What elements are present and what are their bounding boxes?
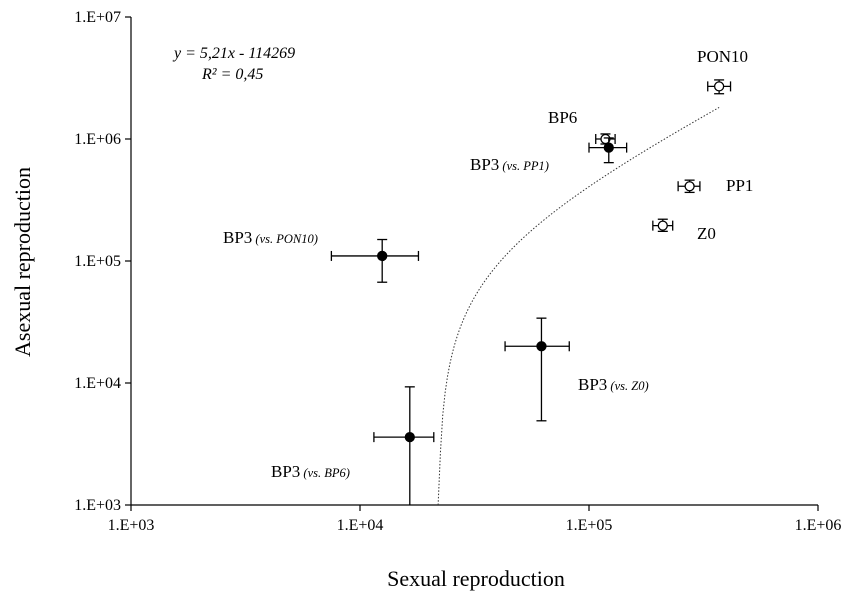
filled-circle-marker bbox=[536, 341, 547, 352]
x-tick-label: 1.E+04 bbox=[337, 517, 384, 534]
y-tick-label: 1.E+06 bbox=[74, 131, 121, 148]
data-point bbox=[330, 238, 420, 283]
data-point bbox=[588, 137, 628, 164]
point-label-name: Z0 bbox=[697, 224, 716, 243]
y-tick-label: 1.E+05 bbox=[74, 253, 121, 270]
x-axis-title: Sexual reproduction bbox=[387, 566, 565, 591]
data-point bbox=[652, 218, 674, 232]
point-label-name: BP3 bbox=[470, 155, 499, 174]
x-tick-label: 1.E+06 bbox=[795, 517, 842, 534]
point-label-note: (vs. Z0) bbox=[607, 379, 648, 393]
points-layer bbox=[330, 79, 732, 505]
point-label-note: (vs. PON10) bbox=[252, 232, 318, 246]
labels-layer: y = 5,21x - 114269 R² = 0,45 Sexual repr… bbox=[10, 45, 753, 591]
open-circle-marker bbox=[657, 220, 668, 231]
y-axis-title: Asexual reproduction bbox=[10, 167, 35, 357]
point-label-name: PP1 bbox=[726, 176, 753, 195]
data-point bbox=[504, 317, 570, 422]
point-label-name: BP6 bbox=[548, 108, 577, 127]
y-tick-label: 1.E+03 bbox=[74, 497, 121, 514]
x-tick-label: 1.E+03 bbox=[108, 517, 155, 534]
data-point bbox=[373, 386, 435, 505]
x-tick-label: 1.E+05 bbox=[566, 517, 613, 534]
point-label: PP1 bbox=[726, 176, 753, 195]
point-label-name: BP3 bbox=[578, 375, 607, 394]
open-circle-marker bbox=[600, 133, 611, 145]
data-point bbox=[707, 79, 732, 95]
point-label-name: BP3 bbox=[271, 462, 300, 481]
filled-circle-marker bbox=[603, 142, 614, 153]
trendline-layer bbox=[437, 107, 720, 506]
trendline bbox=[437, 107, 720, 506]
point-label: Z0 bbox=[697, 224, 716, 243]
point-label-note: (vs. PP1) bbox=[499, 159, 549, 173]
y-tick-label: 1.E+04 bbox=[74, 375, 121, 392]
y-tick-label: 1.E+07 bbox=[74, 9, 121, 26]
point-label-name: BP3 bbox=[223, 228, 252, 247]
point-label: BP3 (vs. PP1) bbox=[470, 155, 549, 174]
point-label: PON10 bbox=[697, 47, 748, 66]
filled-circle-marker bbox=[404, 431, 415, 443]
point-label: BP3 (vs. BP6) bbox=[271, 462, 350, 481]
axes: 1.E+03 1.E+04 1.E+05 1.E+06 1.E+03 1.E+04 1.E+… bbox=[74, 9, 841, 534]
trendline-equation: y = 5,21x - 114269 bbox=[172, 45, 295, 62]
point-label: BP3 (vs. PON10) bbox=[223, 228, 318, 247]
r-squared-label: R² = 0,45 bbox=[201, 66, 263, 83]
point-label-note: (vs. BP6) bbox=[300, 466, 350, 480]
point-label: BP6 bbox=[548, 108, 577, 127]
open-circle-marker bbox=[684, 181, 695, 192]
point-label-name: PON10 bbox=[697, 47, 748, 66]
data-point bbox=[595, 133, 616, 145]
point-label: BP3 (vs. Z0) bbox=[578, 375, 649, 394]
data-point bbox=[677, 179, 701, 194]
filled-circle-marker bbox=[377, 250, 388, 262]
open-circle-marker bbox=[713, 81, 725, 92]
